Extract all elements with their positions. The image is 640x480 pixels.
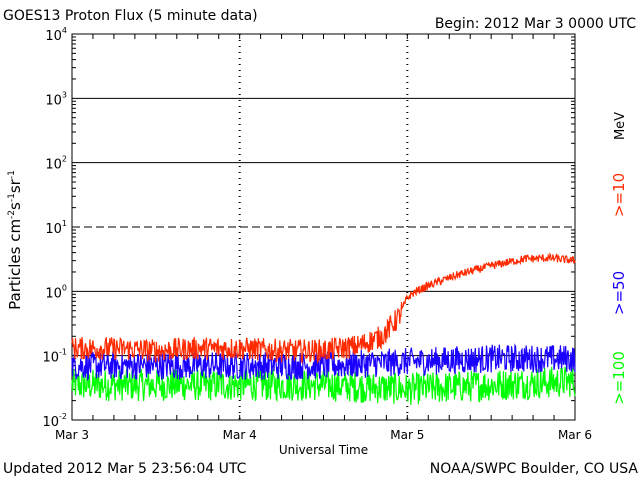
- series-line-ge50: [71, 343, 576, 382]
- legend-label: >=10: [610, 173, 628, 217]
- y-tick-label: 103: [45, 90, 67, 108]
- y-tick-label: 101: [45, 219, 67, 237]
- x-tick-label: Mar 3: [55, 428, 89, 442]
- legend-unit-label: MeV: [613, 112, 628, 140]
- y-tick-label: 10-1: [42, 348, 67, 366]
- x-axis-label: Universal Time: [279, 443, 368, 457]
- y-tick-label: 102: [45, 155, 67, 173]
- series-line-ge10: [71, 252, 576, 365]
- updated-time: Updated 2012 Mar 5 23:56:04 UTC: [3, 461, 247, 477]
- y-tick-label: 100: [45, 283, 67, 301]
- chart-title: GOES13 Proton Flux (5 minute data): [3, 8, 258, 24]
- x-tick-label: Mar 6: [558, 428, 592, 442]
- y-tick-label: 104: [45, 26, 67, 44]
- y-axis-label: Particles cm-2s-1sr-1: [6, 170, 24, 310]
- y-tick-label: 10-2: [42, 412, 67, 430]
- x-tick-label: Mar 5: [390, 428, 424, 442]
- begin-time: Begin: 2012 Mar 3 0000 UTC: [434, 16, 636, 32]
- legend-label: >=100: [610, 351, 628, 405]
- x-tick-label: Mar 4: [223, 428, 257, 442]
- legend-label: >=50: [610, 271, 628, 315]
- credit-text: NOAA/SWPC Boulder, CO USA: [429, 461, 638, 477]
